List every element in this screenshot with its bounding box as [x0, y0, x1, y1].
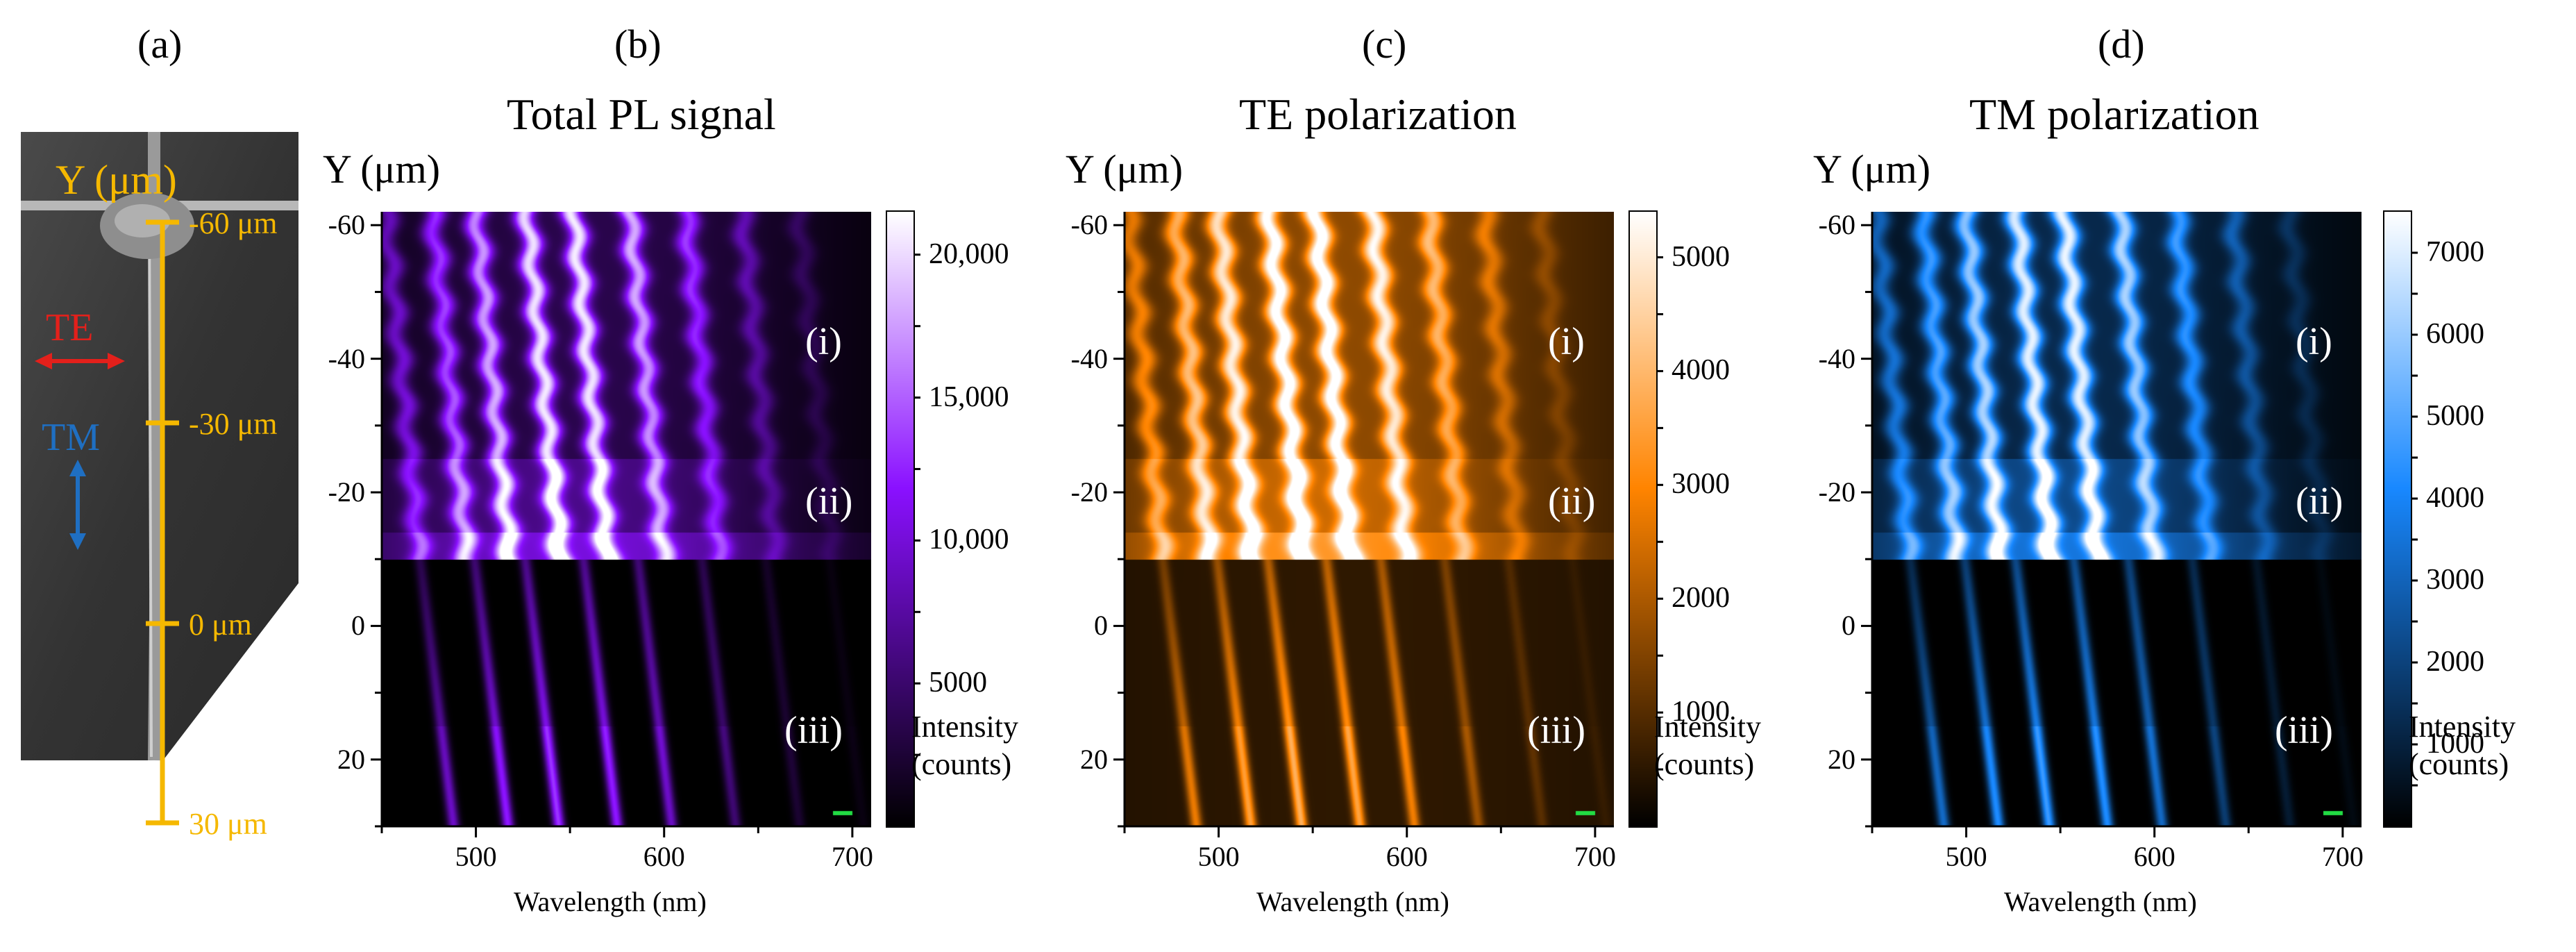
x-tick-label: 500 [455, 841, 497, 872]
colorbar-tick-label: 2000 [2426, 646, 2484, 678]
colorbar-label-line1: Intensity [1654, 710, 1761, 744]
y-tick-label: -60 [328, 209, 365, 241]
colorbar-tick-label: 15,000 [929, 381, 1009, 413]
region-label-i: (i) [1548, 320, 1585, 363]
x-axis-title: Wavelength (nm) [2004, 886, 2197, 917]
colorbar-label: Intensity (counts) [2409, 708, 2516, 783]
colorbar-label-line2: (counts) [2409, 747, 2509, 781]
colorbar-label-line1: Intensity [2409, 710, 2516, 744]
panel-label-d: (d) [2098, 22, 2145, 67]
colorbar-label: Intensity (counts) [1654, 708, 1761, 783]
y-mark-0: 0 μm [189, 608, 252, 642]
colorbar-tick-label: 1000 [1672, 696, 1730, 728]
colorbar [1628, 210, 1658, 828]
y-tick-label: -40 [1070, 342, 1108, 374]
y-axis-title: Y (μm) [1066, 147, 1184, 192]
x-axis-title: Wavelength (nm) [1256, 886, 1449, 917]
y-mark-30: 30 μm [189, 807, 267, 841]
x-tick-label: 700 [1574, 841, 1616, 872]
x-tick-label: 700 [831, 841, 873, 872]
y-tick-label: 20 [1828, 743, 1855, 775]
colorbar-tick-label: 3000 [1672, 468, 1730, 501]
heatmap-image [1125, 212, 1614, 826]
y-tick-label: -20 [1070, 476, 1108, 508]
y-mark-minus60: -60 μm [189, 206, 278, 240]
y-axis-title: Y (μm) [1813, 147, 1931, 192]
colorbar [2383, 210, 2412, 828]
region-label-ii: (ii) [1548, 480, 1596, 523]
colorbar-tick-label: 10,000 [929, 524, 1009, 556]
x-tick-label: 600 [2133, 841, 2175, 872]
region-label-iii: (iii) [784, 709, 843, 752]
colorbar-tick-label: 6000 [2426, 318, 2484, 350]
x-tick-label: 600 [1386, 841, 1428, 872]
colorbar-tick-label: 4000 [1672, 354, 1730, 387]
colorbar [886, 210, 915, 828]
colorbar-tick-label: 20,000 [929, 237, 1009, 270]
y-mark-minus30: -30 μm [189, 407, 278, 441]
y-tick-label: 0 [1094, 610, 1108, 642]
region-label-iii: (iii) [1527, 709, 1585, 752]
x-axis-title: Wavelength (nm) [514, 886, 707, 917]
te-label: TE [46, 306, 94, 349]
panel-label-a: (a) [137, 22, 183, 67]
x-tick-label: 500 [1197, 841, 1240, 872]
panel-title: TM polarization [1969, 90, 2259, 139]
colorbar-label-line1: Intensity [911, 710, 1018, 744]
region-label-i: (i) [2296, 320, 2332, 363]
region-label-iii: (iii) [2275, 709, 2333, 752]
colorbar-tick-label: 4000 [2426, 482, 2484, 514]
sem-vertical-wire [148, 132, 164, 761]
panel-label-b: (b) [614, 22, 662, 67]
colorbar-label-line2: (counts) [911, 747, 1012, 781]
region-label-ii: (ii) [2296, 480, 2343, 523]
colorbar-tick-label: 5000 [1672, 240, 1730, 273]
panel-title: TE polarization [1239, 90, 1517, 139]
y-axis-title-a: Y (μm) [56, 157, 177, 203]
colorbar-tick-label: 1000 [2426, 728, 2484, 760]
colorbar-tick-label: 5000 [929, 667, 987, 699]
y-tick-label: -40 [328, 342, 365, 374]
x-tick-label: 700 [2321, 841, 2364, 872]
y-tick-label: -60 [1070, 209, 1108, 241]
region-label-ii: (ii) [805, 480, 853, 523]
y-tick-label: 20 [337, 743, 365, 775]
colorbar-tick-label: 3000 [2426, 564, 2484, 596]
y-tick-label: -40 [1818, 342, 1855, 374]
y-tick-label: -20 [328, 476, 365, 508]
panel-label-c: (c) [1362, 22, 1407, 67]
heatmap-image [1872, 212, 2362, 826]
y-tick-label: 0 [1842, 610, 1855, 642]
heatmap-image [382, 212, 871, 826]
panel-title: Total PL signal [507, 90, 776, 139]
x-tick-label: 600 [643, 841, 685, 872]
y-tick-label: 20 [1080, 743, 1108, 775]
y-axis-title: Y (μm) [323, 147, 441, 192]
y-tick-label: 0 [351, 610, 365, 642]
colorbar-label: Intensity (counts) [911, 708, 1018, 783]
colorbar-tick-label: 7000 [2426, 236, 2484, 268]
colorbar-label-line2: (counts) [1654, 747, 1755, 781]
colorbar-tick-label: 2000 [1672, 582, 1730, 615]
x-tick-label: 500 [1945, 841, 1987, 872]
colorbar-tick-label: 5000 [2426, 400, 2484, 432]
y-tick-label: -60 [1818, 209, 1855, 241]
region-label-i: (i) [805, 320, 842, 363]
y-tick-label: -20 [1818, 476, 1855, 508]
tm-label: TM [42, 416, 100, 459]
